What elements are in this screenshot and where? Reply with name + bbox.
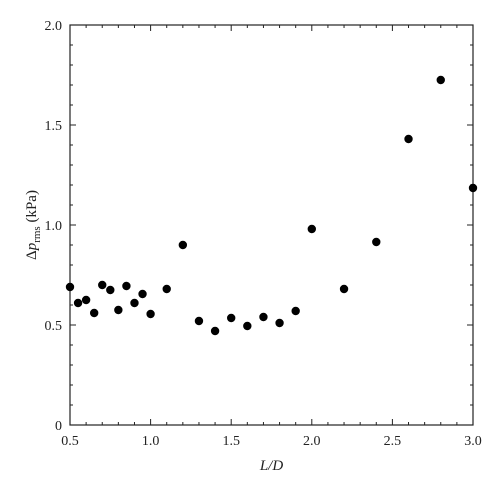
- data-point: [98, 280, 107, 290]
- data-point: [259, 312, 268, 322]
- plot-area-frame: [69, 24, 474, 426]
- y-tick-label: 0: [55, 419, 62, 434]
- data-point: [146, 309, 155, 319]
- data-point: [194, 316, 204, 326]
- y-axis-title-unit: (kPa): [24, 190, 40, 226]
- data-point: [106, 285, 115, 295]
- data-point: [436, 75, 445, 85]
- y-tick-label: 2.0: [45, 19, 63, 34]
- x-tick-label: 1.0: [142, 434, 160, 449]
- data-point: [339, 284, 349, 294]
- data-point: [73, 298, 83, 308]
- data-point: [130, 298, 139, 308]
- x-tick-label: 2.5: [384, 434, 402, 449]
- data-points: [65, 75, 478, 336]
- y-tick-label: 0.5: [45, 319, 63, 334]
- y-axis-title-subscript: rms: [31, 226, 43, 243]
- x-tick-label: 1.5: [222, 434, 240, 449]
- y-tick-label: 1.5: [45, 119, 63, 134]
- x-axis-title: L/D: [259, 458, 284, 474]
- data-point: [89, 308, 99, 318]
- data-point: [178, 240, 188, 250]
- y-axis-title: Δprms (kPa): [24, 190, 43, 260]
- data-point: [210, 326, 220, 336]
- data-point: [307, 224, 316, 234]
- x-tick-label: 0.5: [61, 434, 79, 449]
- data-point: [122, 281, 131, 291]
- y-axis-ticks: 0 0.5 1.0 1.5 2.0: [45, 19, 473, 434]
- data-point: [65, 282, 75, 292]
- data-point: [291, 306, 300, 316]
- y-axis-title-variable: p: [24, 242, 40, 251]
- data-point: [275, 318, 284, 328]
- data-point: [227, 313, 236, 323]
- data-point: [138, 289, 147, 299]
- x-tick-label: 3.0: [464, 434, 482, 449]
- data-point: [243, 321, 252, 331]
- data-point: [81, 295, 91, 305]
- y-axis-title-prefix: Δ: [24, 250, 40, 260]
- data-point: [162, 284, 171, 294]
- x-tick-label: 2.0: [303, 434, 321, 449]
- y-tick-label: 1.0: [45, 219, 63, 234]
- x-axis-ticks: 0.5 1.0 1.5 2.0 2.5 3.0: [61, 25, 482, 449]
- data-point: [372, 237, 381, 247]
- data-point: [114, 305, 123, 315]
- data-point: [468, 183, 478, 193]
- data-point: [404, 134, 413, 144]
